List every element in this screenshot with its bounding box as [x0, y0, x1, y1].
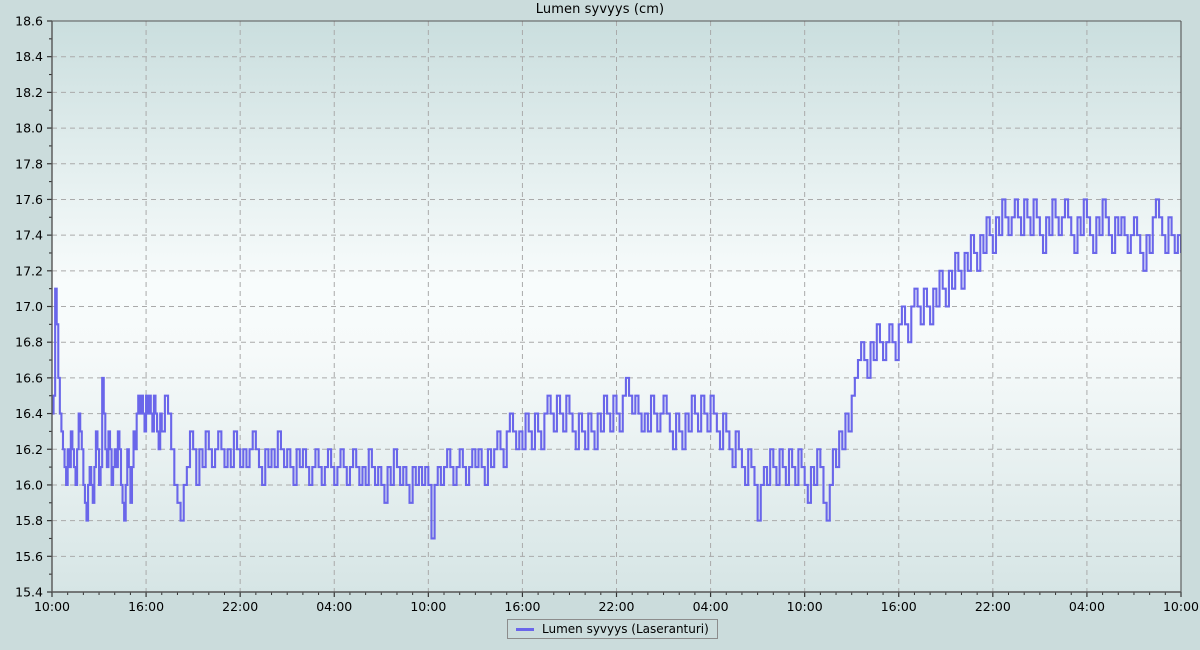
legend-color-swatch	[516, 627, 534, 631]
y-axis-tick-label: 16.0	[15, 477, 43, 492]
x-axis-tick-label: 10:00	[34, 599, 70, 614]
chart-legend[interactable]: Lumen syvyys (Laseranturi)	[507, 619, 718, 639]
y-axis-tick-label: 18.2	[15, 85, 43, 100]
y-axis-tick-label: 16.8	[15, 335, 43, 350]
y-axis-tick-label: 18.6	[15, 14, 43, 29]
x-axis-tick-label: 04:00	[1069, 599, 1105, 614]
y-axis-tick-label: 18.0	[15, 121, 43, 136]
y-axis-tick-label: 17.0	[15, 299, 43, 314]
x-axis-tick-label: 04:00	[316, 599, 352, 614]
x-axis-tick-label: 16:00	[128, 599, 164, 614]
x-axis-tick-label: 10:00	[787, 599, 823, 614]
x-axis-tick-label: 22:00	[598, 599, 634, 614]
x-axis-tick-label: 22:00	[222, 599, 258, 614]
y-axis-tick-label: 17.6	[15, 192, 43, 207]
y-axis-tick-label: 18.4	[15, 49, 43, 64]
x-axis-tick-label: 22:00	[975, 599, 1011, 614]
data-series-layer	[52, 198, 1181, 540]
x-axis-tick-label: 10:00	[1163, 599, 1199, 614]
y-axis-tick-label: 15.8	[15, 513, 43, 528]
y-axis-tick-label: 15.4	[15, 585, 43, 600]
y-axis-tick-label: 16.2	[15, 442, 43, 457]
y-axis-tick-label: 17.4	[15, 228, 43, 243]
x-axis-tick-label: 16:00	[881, 599, 917, 614]
y-axis-tick-label: 17.2	[15, 263, 43, 278]
chart-title: Lumen syvyys (cm)	[535, 2, 665, 17]
y-axis-tick-label: 17.8	[15, 156, 43, 171]
x-axis-tick-label: 16:00	[504, 599, 540, 614]
legend-item-label: Lumen syvyys (Laseranturi)	[542, 622, 709, 636]
y-axis-tick-label: 15.6	[15, 549, 43, 564]
x-axis-tick-label: 10:00	[410, 599, 446, 614]
y-axis-tick-label: 16.4	[15, 406, 43, 421]
data-series-line	[52, 198, 1181, 540]
x-axis-tick-label: 04:00	[693, 599, 729, 614]
tick-labels: 15.4 15.6 15.8 16.0 16.2 16.4 16.6 16.8 17.0 17.2…	[15, 14, 1199, 615]
axes	[47, 20, 1182, 597]
y-axis-tick-label: 16.6	[15, 370, 43, 385]
